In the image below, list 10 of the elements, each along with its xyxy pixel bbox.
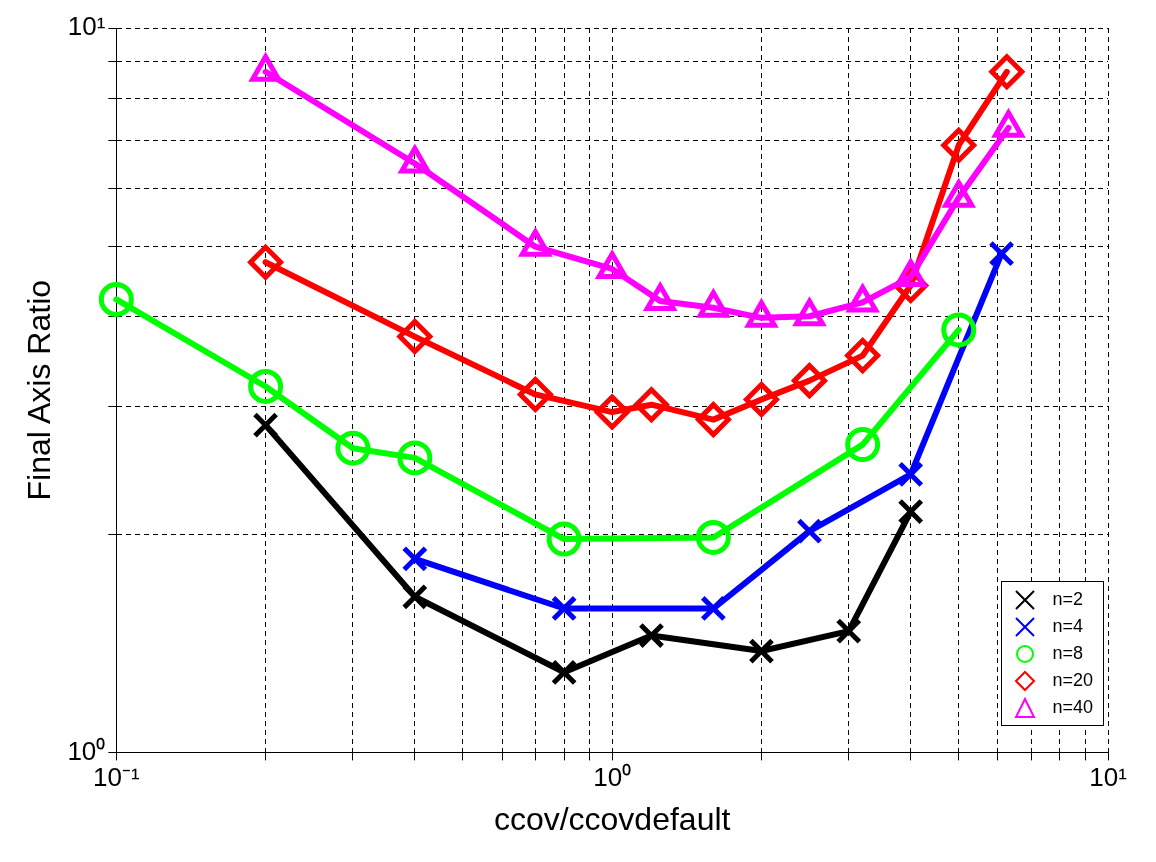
x-tick-label: 10¹ bbox=[1089, 762, 1128, 793]
legend-label: n=40 bbox=[1052, 697, 1093, 718]
legend-label: n=8 bbox=[1052, 643, 1083, 664]
x-tick-label: 10⁰ bbox=[593, 762, 632, 793]
x-tick-label: 10⁻¹ bbox=[93, 762, 140, 793]
legend-label: n=2 bbox=[1052, 589, 1083, 610]
y-axis-title: Final Axis Ratio bbox=[21, 279, 58, 501]
x-axis-title: ccov/ccovdefault bbox=[493, 800, 731, 837]
legend-label: n=4 bbox=[1052, 616, 1083, 637]
legend-label: n=20 bbox=[1052, 670, 1093, 691]
